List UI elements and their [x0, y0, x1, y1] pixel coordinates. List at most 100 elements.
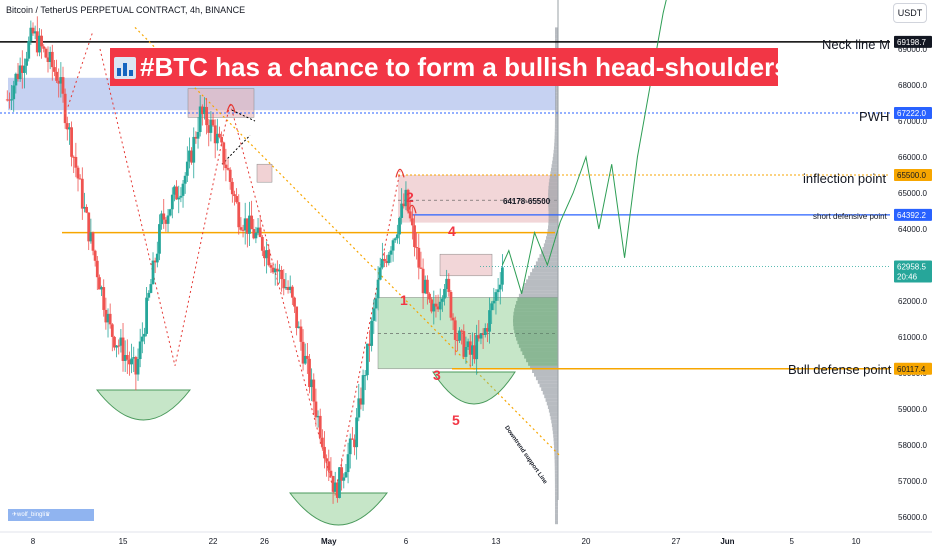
inflection-badge: 65500.0: [897, 171, 926, 180]
candle-body: [421, 268, 425, 294]
volume-bar: [539, 254, 558, 258]
candle-body: [198, 106, 202, 132]
candle-body: [153, 260, 157, 263]
volume-bar: [548, 409, 558, 413]
candle-body: [410, 218, 414, 226]
volume-bar: [514, 308, 558, 312]
candle-body: [282, 279, 286, 289]
candle-body: [61, 77, 65, 94]
candle-body: [42, 46, 46, 49]
volume-bar: [554, 459, 558, 463]
volume-bar: [526, 279, 558, 283]
candle-body: [108, 313, 112, 325]
candle-body: [123, 355, 127, 361]
candle-body: [10, 99, 13, 101]
candle-body: [327, 461, 331, 471]
volume-profile: [513, 27, 558, 525]
volume-bar: [553, 441, 558, 445]
candle-body: [338, 467, 341, 498]
candle-body: [16, 73, 20, 80]
candle-body: [205, 106, 209, 126]
volume-bar: [554, 491, 558, 496]
volume-bar: [548, 189, 558, 193]
pwh-badge-bg: [894, 107, 932, 120]
candle-body: [481, 333, 485, 335]
y-tick-label: 69000.0: [898, 45, 927, 54]
candle-body: [483, 328, 487, 335]
candle-body: [147, 292, 151, 298]
bull-defense-label: Bull defense point: [788, 362, 892, 377]
candle-body: [333, 482, 337, 492]
volume-bar: [513, 322, 558, 327]
current-price-badge: 62958.5: [897, 262, 926, 271]
neck-badge-bg: [894, 35, 932, 48]
candle-body: [301, 341, 305, 364]
volume-bar: [530, 365, 558, 370]
candle-body: [177, 197, 181, 200]
candle-body: [196, 131, 200, 139]
candle-body: [323, 446, 326, 459]
candle-body: [53, 67, 56, 72]
candle-body: [89, 232, 93, 242]
volume-bar: [549, 412, 558, 417]
candle-body: [443, 288, 446, 299]
candle-body: [228, 169, 232, 182]
neck-badge: 69198.7: [897, 38, 926, 47]
candle-body: [218, 133, 221, 138]
candle-body: [29, 27, 33, 42]
candle-body: [248, 215, 251, 234]
volume-bar: [555, 41, 558, 46]
candle-body: [5, 99, 9, 101]
candle-body: [438, 301, 442, 310]
candle-body: [192, 136, 196, 163]
candle-body: [500, 267, 504, 285]
volume-bar: [554, 452, 558, 456]
candle-body: [44, 48, 48, 58]
short-defense-label: short defensive point: [813, 212, 887, 221]
candle-body: [76, 167, 80, 179]
downtrend-line: [134, 26, 561, 457]
candle-body: [374, 298, 378, 309]
volume-bar: [528, 362, 558, 366]
candle-body: [393, 238, 397, 241]
candle-body: [391, 240, 395, 251]
x-tick-label: 22: [209, 537, 218, 546]
candle-body: [91, 232, 95, 251]
candle-body: [12, 85, 16, 100]
candle-body: [355, 417, 359, 448]
volume-bar: [517, 340, 558, 345]
candle-body: [468, 341, 472, 355]
candle-body: [194, 136, 198, 139]
pwh-label: PWH: [859, 109, 890, 124]
candle-body: [496, 289, 500, 293]
candle-body: [436, 306, 440, 310]
volume-bar: [547, 229, 558, 233]
candle-body: [243, 218, 247, 231]
candle-body: [325, 458, 329, 462]
candle-body: [329, 470, 333, 477]
volume-bar: [553, 153, 558, 157]
shoulder-arc-1: [95, 389, 192, 421]
volume-bar: [554, 502, 558, 507]
volume-bar: [546, 236, 558, 240]
volume-bar: [534, 373, 558, 377]
candle-body: [134, 357, 138, 375]
bar-chart-icon: [114, 57, 136, 79]
candle-body: [293, 297, 296, 307]
candle-body: [295, 306, 299, 329]
candle-body: [419, 267, 423, 269]
volume-bar: [551, 423, 558, 427]
candle-body: [100, 287, 103, 290]
volume-bar: [548, 193, 558, 197]
volume-bar: [554, 142, 558, 147]
volume-bar: [554, 481, 558, 485]
x-tick-label: 27: [672, 537, 681, 546]
volume-bar: [513, 311, 558, 316]
currency-button[interactable]: USDT: [893, 3, 927, 23]
volume-bar: [553, 146, 558, 150]
candle-body: [258, 227, 262, 238]
candle-body: [273, 268, 277, 273]
candle-body: [128, 359, 131, 365]
